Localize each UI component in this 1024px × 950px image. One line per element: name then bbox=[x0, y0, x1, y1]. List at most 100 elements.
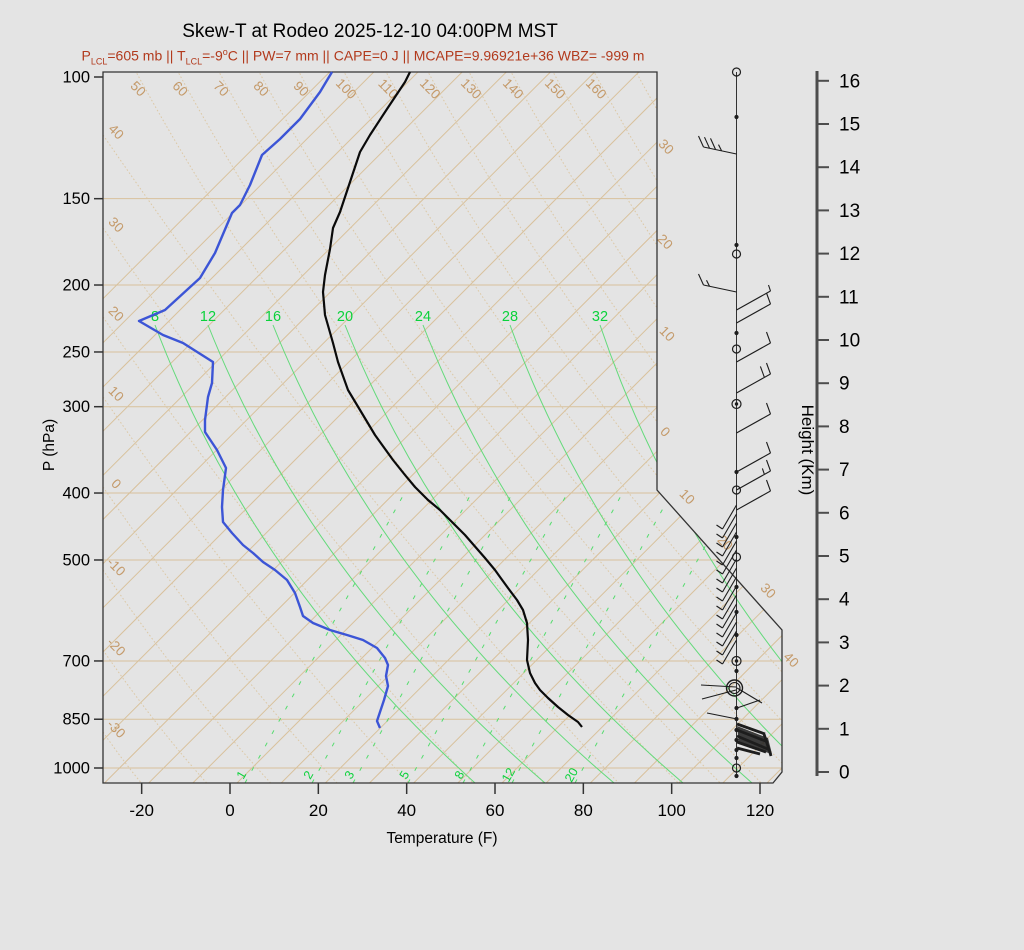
temperature-tick-label: 100 bbox=[657, 801, 685, 820]
wind-barb-feather bbox=[709, 138, 717, 150]
isotherm-line bbox=[494, 72, 782, 783]
wind-barb-column bbox=[697, 67, 773, 779]
pressure-tick-label: 1000 bbox=[53, 760, 90, 778]
height-tick-label: 12 bbox=[839, 244, 860, 265]
height-tick-label: 3 bbox=[839, 633, 850, 654]
wind-extra-staff bbox=[701, 689, 737, 700]
wind-level-dot bbox=[734, 330, 739, 336]
pressure-axis: 100 150 200 250 300 400 500 700 850 1000 P (hPa) bbox=[41, 69, 103, 778]
plot-border bbox=[102, 71, 783, 784]
wind-barb-staff bbox=[703, 284, 737, 293]
wind-barb-feather bbox=[765, 459, 772, 472]
isotherm-line bbox=[406, 72, 782, 783]
left-edge-label: -10 bbox=[104, 555, 128, 579]
moist-adiabat-label: 16 bbox=[265, 309, 281, 325]
left-edge-label: 40 bbox=[106, 121, 127, 142]
wind-barb bbox=[736, 292, 772, 324]
isotherm-line bbox=[103, 72, 424, 783]
height-axis-title: Height (Km) bbox=[798, 405, 817, 496]
right-diagonal-label: 10 bbox=[677, 486, 698, 507]
moist-adiabat-label: 12 bbox=[200, 309, 216, 325]
wind-hatch-stroke bbox=[722, 567, 737, 593]
pressure-tick-label: 150 bbox=[62, 190, 90, 208]
grid-lines-group bbox=[103, 72, 782, 783]
dry-adiabat-line bbox=[297, 72, 782, 783]
wind-hatch-stroke bbox=[722, 531, 737, 557]
wind-barb-feather bbox=[765, 479, 772, 492]
dry-adiabat-line bbox=[634, 72, 782, 783]
wind-barb bbox=[736, 331, 772, 363]
wind-hatch-hook bbox=[716, 659, 723, 665]
height-tick-label: 4 bbox=[839, 590, 850, 611]
height-tick-label: 8 bbox=[839, 417, 850, 438]
right-diagonal-label: 40 bbox=[781, 649, 802, 670]
dewpoint-curve bbox=[137, 71, 390, 729]
wind-hatch-hook bbox=[716, 578, 723, 584]
chart-title: Skew-T at Rodeo 2025-12-10 04:00PM MST bbox=[182, 21, 558, 42]
wind-barb-staff bbox=[736, 470, 771, 491]
wind-level-circle bbox=[731, 485, 742, 495]
wind-hatch-stroke bbox=[722, 513, 737, 539]
wind-level-dot bbox=[734, 755, 739, 761]
dry-adiabat-line bbox=[257, 72, 782, 783]
wind-barb bbox=[736, 284, 772, 311]
wind-level-dot bbox=[734, 534, 739, 540]
moist-adiabat-line bbox=[344, 324, 684, 783]
temperature-tick-label: 80 bbox=[574, 801, 593, 820]
left-edge-label: -30 bbox=[104, 717, 128, 741]
wind-hatch-stroke bbox=[722, 603, 737, 629]
wind-barb bbox=[736, 479, 772, 511]
wind-hatch-stroke bbox=[722, 558, 737, 584]
wind-level-circle bbox=[731, 344, 742, 354]
height-tick-label: 11 bbox=[839, 287, 859, 308]
dry-adiabat-line bbox=[103, 486, 341, 783]
isotherm-line bbox=[450, 72, 782, 783]
wind-level-dot bbox=[734, 705, 739, 711]
right-edge-label: 30 bbox=[656, 136, 677, 157]
dry-adiabat-line bbox=[103, 227, 548, 783]
wind-barb-staff bbox=[736, 373, 771, 394]
dry-adiabat-line bbox=[103, 649, 210, 783]
height-tick-label: 7 bbox=[839, 460, 850, 481]
isotherm-line bbox=[103, 72, 336, 783]
isotherm-line bbox=[141, 72, 782, 783]
wind-hatch-stroke bbox=[722, 585, 737, 611]
dry-adiabat-label: 100 bbox=[333, 76, 360, 103]
dry-adiabat-label: 150 bbox=[542, 76, 569, 103]
wind-hatch-hook bbox=[716, 641, 723, 647]
wind-barb-half-feather bbox=[706, 279, 710, 287]
wind-barb-staff bbox=[736, 413, 771, 434]
wind-hatch-stroke bbox=[722, 621, 737, 647]
dry-adiabat-line bbox=[134, 72, 686, 783]
pressure-tick-label: 250 bbox=[62, 343, 90, 361]
height-tick-label: 2 bbox=[839, 676, 850, 697]
right-edge-label: 20 bbox=[655, 231, 676, 252]
wind-barb bbox=[736, 441, 772, 473]
isotherm-line bbox=[273, 72, 782, 783]
moist-adiabat-label: 20 bbox=[337, 309, 353, 325]
moist-adiabat-line bbox=[207, 324, 546, 783]
height-tick-label: 6 bbox=[839, 503, 850, 524]
subtitle-part: o bbox=[222, 47, 228, 57]
wind-hatch-stroke bbox=[722, 639, 737, 665]
right-edge-label: 10 bbox=[657, 323, 678, 344]
subtitle-part: P bbox=[81, 47, 91, 64]
wind-hatch-hook bbox=[716, 587, 723, 593]
wind-extra-staff bbox=[706, 712, 738, 720]
wind-hatch-hook bbox=[716, 560, 723, 566]
pressure-tick-label: 100 bbox=[62, 69, 90, 87]
wind-hatch-stroke bbox=[722, 540, 737, 566]
temperature-axis-title: Temperature (F) bbox=[386, 830, 497, 847]
mixing-ratio-label: 12 bbox=[499, 765, 518, 784]
isotherm-line bbox=[103, 72, 512, 783]
isotherm-line bbox=[185, 72, 782, 783]
wind-barb-half-feather bbox=[767, 284, 772, 292]
wind-hatch-stroke bbox=[722, 549, 737, 575]
wind-hatch-hook bbox=[716, 542, 723, 548]
isotherm-line bbox=[582, 72, 782, 783]
subtitle-part: =605 mb || T bbox=[107, 47, 186, 64]
dry-adiabat-line bbox=[592, 72, 782, 783]
isotherm-line bbox=[229, 72, 782, 783]
